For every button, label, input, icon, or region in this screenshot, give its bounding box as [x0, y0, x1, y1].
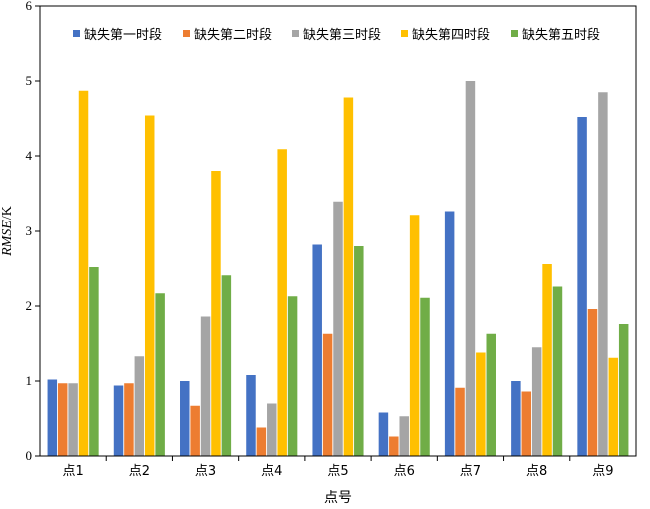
bar-series-4-point-9 — [608, 357, 619, 456]
bar-series-5-point-2 — [155, 293, 165, 456]
legend-swatch — [511, 30, 518, 37]
bar-series-1-point-4 — [246, 375, 256, 456]
bar-series-4-point-5 — [343, 97, 354, 456]
legend-label: 缺失第一时段 — [84, 28, 162, 43]
y-tick-label: 2 — [26, 298, 33, 313]
legend-swatch — [401, 30, 408, 37]
x-tick-label: 点6 — [394, 464, 415, 479]
bar-series-5-point-6 — [420, 297, 430, 456]
y-tick-label: 3 — [26, 223, 33, 238]
bar-series-3-point-2 — [134, 356, 145, 456]
bar-series-3-point-8 — [531, 347, 542, 456]
bar-series-5-point-3 — [221, 275, 232, 456]
bar-series-2-point-8 — [521, 391, 532, 456]
x-tick-label: 点3 — [195, 464, 216, 479]
y-axis-title-unit: /K — [0, 206, 15, 220]
legend-label: 缺失第三时段 — [303, 28, 381, 43]
y-tick-label: 5 — [26, 73, 33, 88]
legend-label: 缺失第五时段 — [522, 28, 600, 43]
legend-swatch — [73, 30, 80, 37]
bar-series-1-point-8 — [511, 381, 521, 456]
x-axis-title: 点号 — [324, 490, 352, 506]
bar-series-5-point-9 — [618, 324, 629, 456]
bar-series-4-point-8 — [542, 264, 552, 456]
bar-series-1-point-9 — [577, 117, 587, 456]
y-tick-label: 0 — [26, 448, 33, 463]
bar-series-4-point-6 — [409, 215, 420, 456]
legend: 缺失第一时段 缺失第二时段 缺失第三时段 缺失第四时段 缺失第五时段 — [73, 28, 600, 43]
y-axis-title: RMSE/K — [0, 206, 15, 257]
bar-series-2-point-6 — [389, 436, 399, 456]
y-tick-label: 1 — [26, 373, 33, 388]
bar-series-4-point-7 — [476, 352, 486, 456]
bar-series-2-point-5 — [322, 333, 333, 456]
bar-series-5-point-1 — [89, 267, 99, 456]
bar-series-4-point-4 — [277, 149, 287, 456]
bar-series-4-point-2 — [144, 115, 155, 456]
bar-series-2-point-1 — [57, 383, 68, 456]
bar-series-1-point-6 — [378, 412, 389, 456]
bar-series-2-point-4 — [256, 427, 267, 456]
bar-series-1-point-3 — [180, 381, 190, 456]
y-axis-ticks: 0 1 2 3 4 5 6 — [26, 0, 40, 463]
bar-series-3-point-3 — [200, 316, 211, 456]
x-tick-label: 点2 — [129, 464, 150, 479]
bar-series-4-point-1 — [78, 90, 89, 456]
bar-series-4-point-3 — [211, 171, 221, 456]
bar-series-3-point-1 — [68, 383, 78, 456]
x-axis-ticks: 点1 点2 点3 点4 点5 点6 点7 点8 点9 — [62, 456, 614, 479]
legend-label: 缺失第四时段 — [412, 28, 490, 43]
bar-series-1-point-2 — [113, 385, 124, 456]
legend-swatch — [292, 30, 299, 37]
x-tick-label: 点1 — [62, 464, 83, 479]
x-tick-label: 点8 — [526, 464, 547, 479]
bar-series-2-point-2 — [124, 383, 134, 456]
bars — [47, 81, 629, 456]
bar-series-2-point-9 — [587, 309, 598, 456]
bar-series-2-point-7 — [455, 387, 465, 456]
x-tick-label: 点9 — [592, 464, 613, 479]
bar-series-5-point-5 — [354, 246, 364, 456]
bar-series-3-point-6 — [399, 416, 409, 456]
bar-series-1-point-7 — [444, 211, 455, 456]
bar-series-3-point-5 — [333, 201, 343, 456]
x-tick-label: 点5 — [327, 464, 348, 479]
bar-series-3-point-9 — [598, 92, 608, 456]
bar-series-1-point-5 — [312, 244, 322, 456]
x-tick-label: 点4 — [261, 464, 282, 479]
y-tick-label: 4 — [26, 148, 33, 163]
legend-label: 缺失第二时段 — [194, 28, 272, 43]
bar-series-5-point-7 — [486, 333, 496, 456]
bar-series-5-point-4 — [287, 296, 298, 456]
bar-series-1-point-1 — [47, 379, 58, 456]
x-tick-label: 点7 — [460, 464, 481, 479]
plot-frame — [39, 5, 637, 457]
legend-swatch — [183, 30, 190, 37]
bar-series-5-point-8 — [552, 286, 563, 456]
bar-series-2-point-3 — [190, 405, 200, 456]
bar-series-3-point-4 — [267, 403, 277, 456]
y-axis-title-italic: RMSE — [0, 220, 15, 257]
y-tick-label: 6 — [26, 0, 33, 13]
bar-series-3-point-7 — [465, 81, 476, 456]
